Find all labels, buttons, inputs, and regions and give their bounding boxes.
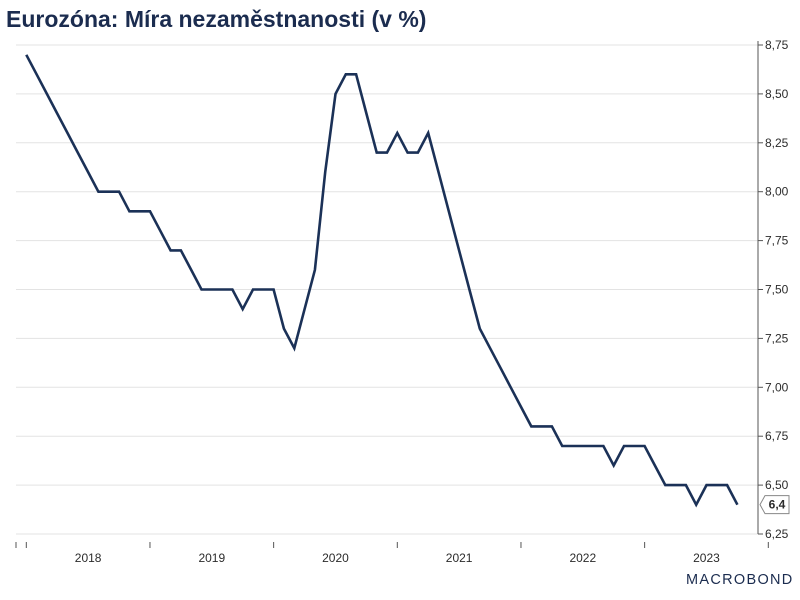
x-tick-label: 2019 xyxy=(198,551,225,565)
y-tick-label: 6,50 xyxy=(765,478,789,492)
y-tick-label: 6,75 xyxy=(765,429,789,443)
last-value-box xyxy=(759,495,790,515)
macrobond-logo: MACROBOND xyxy=(686,572,794,588)
y-tick-label: 7,00 xyxy=(765,380,789,394)
y-tick-label: 7,75 xyxy=(765,234,789,248)
y-tick-label: 8,25 xyxy=(765,136,789,150)
y-tick-label: 6,25 xyxy=(765,527,789,541)
y-tick-label: 8,00 xyxy=(765,185,789,199)
y-tick-label: 7,50 xyxy=(765,283,789,297)
y-tick-label: 8,75 xyxy=(765,38,789,52)
x-tick-label: 2021 xyxy=(446,551,473,565)
y-tick-label: 8,50 xyxy=(765,87,789,101)
x-tick-label: 2020 xyxy=(322,551,349,565)
tick-labels: 6,25 6,50 6,75 7,00 7,25 7,50 7,75 8,00 8,25 8,50… xyxy=(75,38,790,565)
gridlines xyxy=(16,44,758,535)
chart-title: Eurozóna: Míra nezaměstnanosti (v %) xyxy=(6,6,427,32)
series-line xyxy=(25,54,739,508)
x-tick-label: 2018 xyxy=(75,551,102,565)
series-layer xyxy=(25,54,739,508)
y-tick-label: 7,25 xyxy=(765,331,789,345)
last-value-label: 6,4 xyxy=(769,498,786,512)
x-tick-label: 2023 xyxy=(693,551,720,565)
axes xyxy=(15,41,769,548)
x-tick-label: 2022 xyxy=(569,551,596,565)
